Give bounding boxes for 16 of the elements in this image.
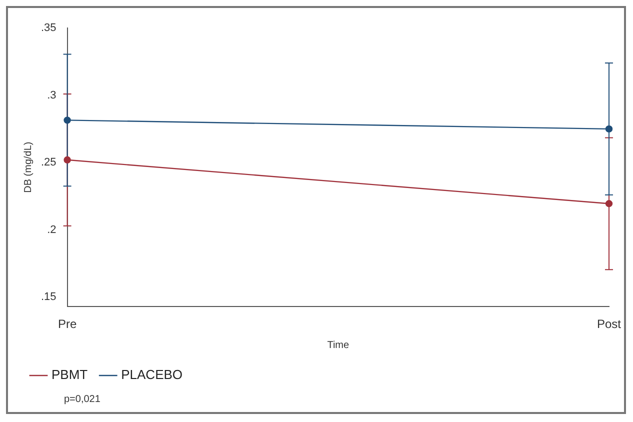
legend-label: PBMT xyxy=(52,367,88,382)
y-tick-label: .2 xyxy=(47,224,56,236)
y-tick-label: .35 xyxy=(40,22,56,34)
point xyxy=(64,156,71,164)
y-tick-label: .3 xyxy=(47,89,56,102)
legend-label: PLACEBO xyxy=(121,367,183,382)
point xyxy=(605,200,613,208)
x-axis-title: Time xyxy=(327,340,350,351)
point xyxy=(64,116,71,124)
y-axis-title: DB (mg/dL) xyxy=(22,142,34,193)
y-tick-label: .15 xyxy=(40,291,56,304)
text: p=0,021 xyxy=(64,394,100,405)
x-tick-label: Post xyxy=(596,317,622,332)
y-tick-label: .25 xyxy=(40,156,56,169)
point xyxy=(605,125,613,133)
x-tick-label: Pre xyxy=(58,317,77,332)
